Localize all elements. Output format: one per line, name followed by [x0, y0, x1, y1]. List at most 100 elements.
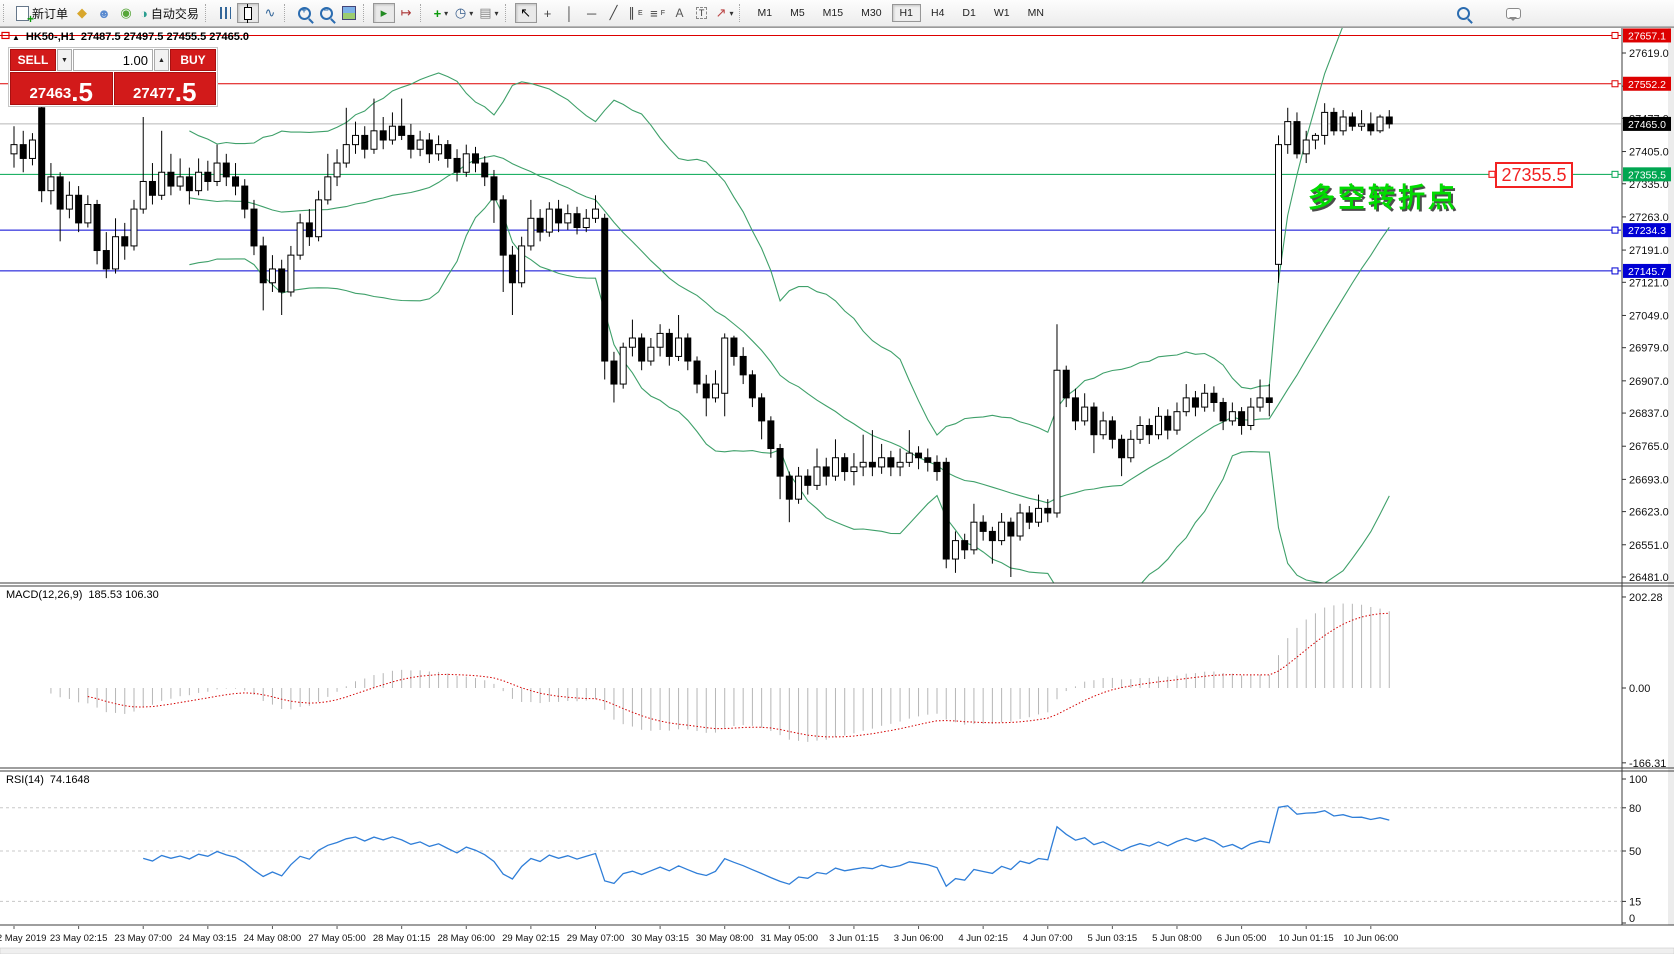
- candle-bull: [545, 208, 553, 233]
- crosshair-tool-button[interactable]: +: [537, 3, 559, 23]
- fibonacci-tool-button[interactable]: ≡ F: [647, 3, 669, 23]
- volume-decrease-button[interactable]: ▼: [57, 49, 72, 71]
- time-axis[interactable]: 22 May 2019 23 May 02:15 23 May 07:00 24 Ma…: [0, 926, 1398, 944]
- arrows-tool-button[interactable]: ↗ ▾: [713, 3, 737, 23]
- toolbar-grip[interactable]: [204, 4, 210, 22]
- candle-bear: [1265, 397, 1273, 403]
- timeframe-M5[interactable]: M5: [782, 4, 813, 22]
- candle-bull: [896, 461, 904, 468]
- line-marker[interactable]: [1611, 170, 1619, 178]
- periods-button[interactable]: ◷ ▾: [452, 3, 476, 23]
- trendline-tool-button[interactable]: ╱: [603, 3, 625, 23]
- text-tool-button[interactable]: A: [669, 3, 691, 23]
- price-badge-27657.1: [1623, 28, 1671, 43]
- candle-bull: [158, 171, 166, 196]
- sell-button[interactable]: SELL: [10, 49, 56, 71]
- toolbar-grip[interactable]: [419, 4, 425, 22]
- time-tick-label: 28 May 06:00: [437, 933, 495, 944]
- chart-annotation-text[interactable]: 多空转折点: [1308, 183, 1458, 213]
- bollinger-middle: [189, 155, 1390, 504]
- autotrade-button[interactable]: ◑ 自动交易: [137, 3, 202, 23]
- collapse-triangle-icon[interactable]: ▲: [12, 32, 20, 42]
- candle-bear: [407, 134, 415, 150]
- candle-bull: [1053, 369, 1061, 514]
- chart-shift-button[interactable]: ↦: [395, 3, 417, 23]
- horizontal-line-tool-button[interactable]: ─: [581, 3, 603, 23]
- signal-icon: ◉: [120, 5, 132, 20]
- vertical-line-tool-button[interactable]: │: [559, 3, 581, 23]
- toolbar-grip[interactable]: [362, 4, 368, 22]
- toolbar-grip[interactable]: [3, 4, 8, 22]
- price-callout-label[interactable]: 27355.5: [1495, 162, 1573, 188]
- zoom-in-icon: +: [298, 5, 312, 20]
- timeframe-W1[interactable]: W1: [986, 4, 1018, 22]
- line-marker[interactable]: [1611, 226, 1619, 234]
- candle-bear: [758, 397, 766, 422]
- bottom-strip: [0, 947, 1674, 954]
- candle-bear: [1191, 397, 1199, 408]
- sell-price-pips: .5: [71, 76, 93, 107]
- line-marker[interactable]: [1611, 267, 1619, 275]
- zoom-in-button[interactable]: +: [294, 3, 316, 23]
- macd-histogram: [50, 603, 1390, 742]
- time-tick-label: 27 May 05:00: [308, 933, 366, 944]
- tile-windows-button[interactable]: [338, 3, 360, 23]
- candle-bull: [435, 144, 443, 155]
- candle-bull: [721, 337, 729, 394]
- candle-chart-button[interactable]: [236, 3, 259, 23]
- line-marker-left[interactable]: [1, 31, 10, 40]
- candle-bear: [1007, 521, 1015, 537]
- channel-tool-button[interactable]: ∥ E: [625, 3, 647, 23]
- candle-bull: [628, 337, 636, 348]
- template-icon: ▤: [479, 5, 492, 20]
- text-label-tool-button[interactable]: T: [691, 3, 713, 23]
- cursor-tool-button[interactable]: ↖: [514, 3, 537, 23]
- candle-bear: [499, 199, 507, 256]
- timeframe-D1[interactable]: D1: [954, 4, 983, 22]
- toolbar-grip[interactable]: [739, 4, 744, 22]
- eraser-button[interactable]: ◆: [71, 3, 93, 23]
- sell-price-box[interactable]: 27463 .5: [10, 72, 113, 105]
- toolbar-grip[interactable]: [283, 4, 289, 22]
- bar-chart-button[interactable]: [215, 3, 237, 23]
- rsi-line: [143, 805, 1390, 888]
- timeframe-MN[interactable]: MN: [1020, 4, 1052, 22]
- sell-price-main: 27463: [29, 84, 72, 102]
- signal-button[interactable]: ◉: [115, 3, 137, 23]
- candle-bear: [573, 213, 581, 229]
- line-marker[interactable]: [1611, 31, 1619, 39]
- profile-button[interactable]: ☻: [93, 3, 115, 23]
- candle-bear: [1118, 438, 1126, 459]
- timeframe-H1[interactable]: H1: [891, 4, 921, 22]
- volume-input[interactable]: [73, 49, 153, 71]
- line-marker[interactable]: [1611, 80, 1619, 88]
- templates-button[interactable]: ▤ ▾: [476, 3, 501, 23]
- time-tick-label: 31 May 05:00: [761, 933, 819, 944]
- buy-price-pips: .5: [174, 76, 197, 107]
- time-tick-label: 5 Jun 03:15: [1088, 933, 1138, 944]
- timeframe-M30[interactable]: M30: [853, 4, 889, 22]
- buy-price-box[interactable]: 27477 .5: [113, 72, 216, 107]
- price-badge-label: 27552.2: [1628, 79, 1666, 91]
- timeframe-H4[interactable]: H4: [923, 4, 952, 22]
- toolbar-grip[interactable]: [504, 4, 510, 22]
- line-chart-button[interactable]: ∿: [259, 3, 281, 23]
- time-tick-label: 3 Jun 01:15: [829, 933, 879, 944]
- zoom-out-button[interactable]: −: [316, 3, 338, 23]
- price-axis[interactable]: 27619.027547.027477.027405.027335.027263…: [1622, 48, 1669, 584]
- rsi-tick-label: 100: [1629, 774, 1647, 786]
- search-button[interactable]: [1452, 3, 1474, 23]
- volume-increase-button[interactable]: ▲: [154, 49, 169, 71]
- timeframe-M15[interactable]: M15: [815, 4, 851, 22]
- buy-button[interactable]: BUY: [170, 49, 216, 71]
- new-order-button[interactable]: 新订单: [13, 3, 71, 26]
- price-tick-label: 27263.0: [1629, 212, 1669, 224]
- trade-panel-controls: SELL ▼ ▲ BUY: [10, 49, 216, 71]
- autoscroll-button[interactable]: ▸: [372, 3, 395, 23]
- chat-button[interactable]: [1502, 3, 1524, 23]
- macd-signal-line: [87, 612, 1390, 738]
- indicators-button[interactable]: + ▾: [430, 3, 452, 23]
- timeframe-M1[interactable]: M1: [749, 4, 780, 22]
- candle-bear: [1062, 369, 1070, 399]
